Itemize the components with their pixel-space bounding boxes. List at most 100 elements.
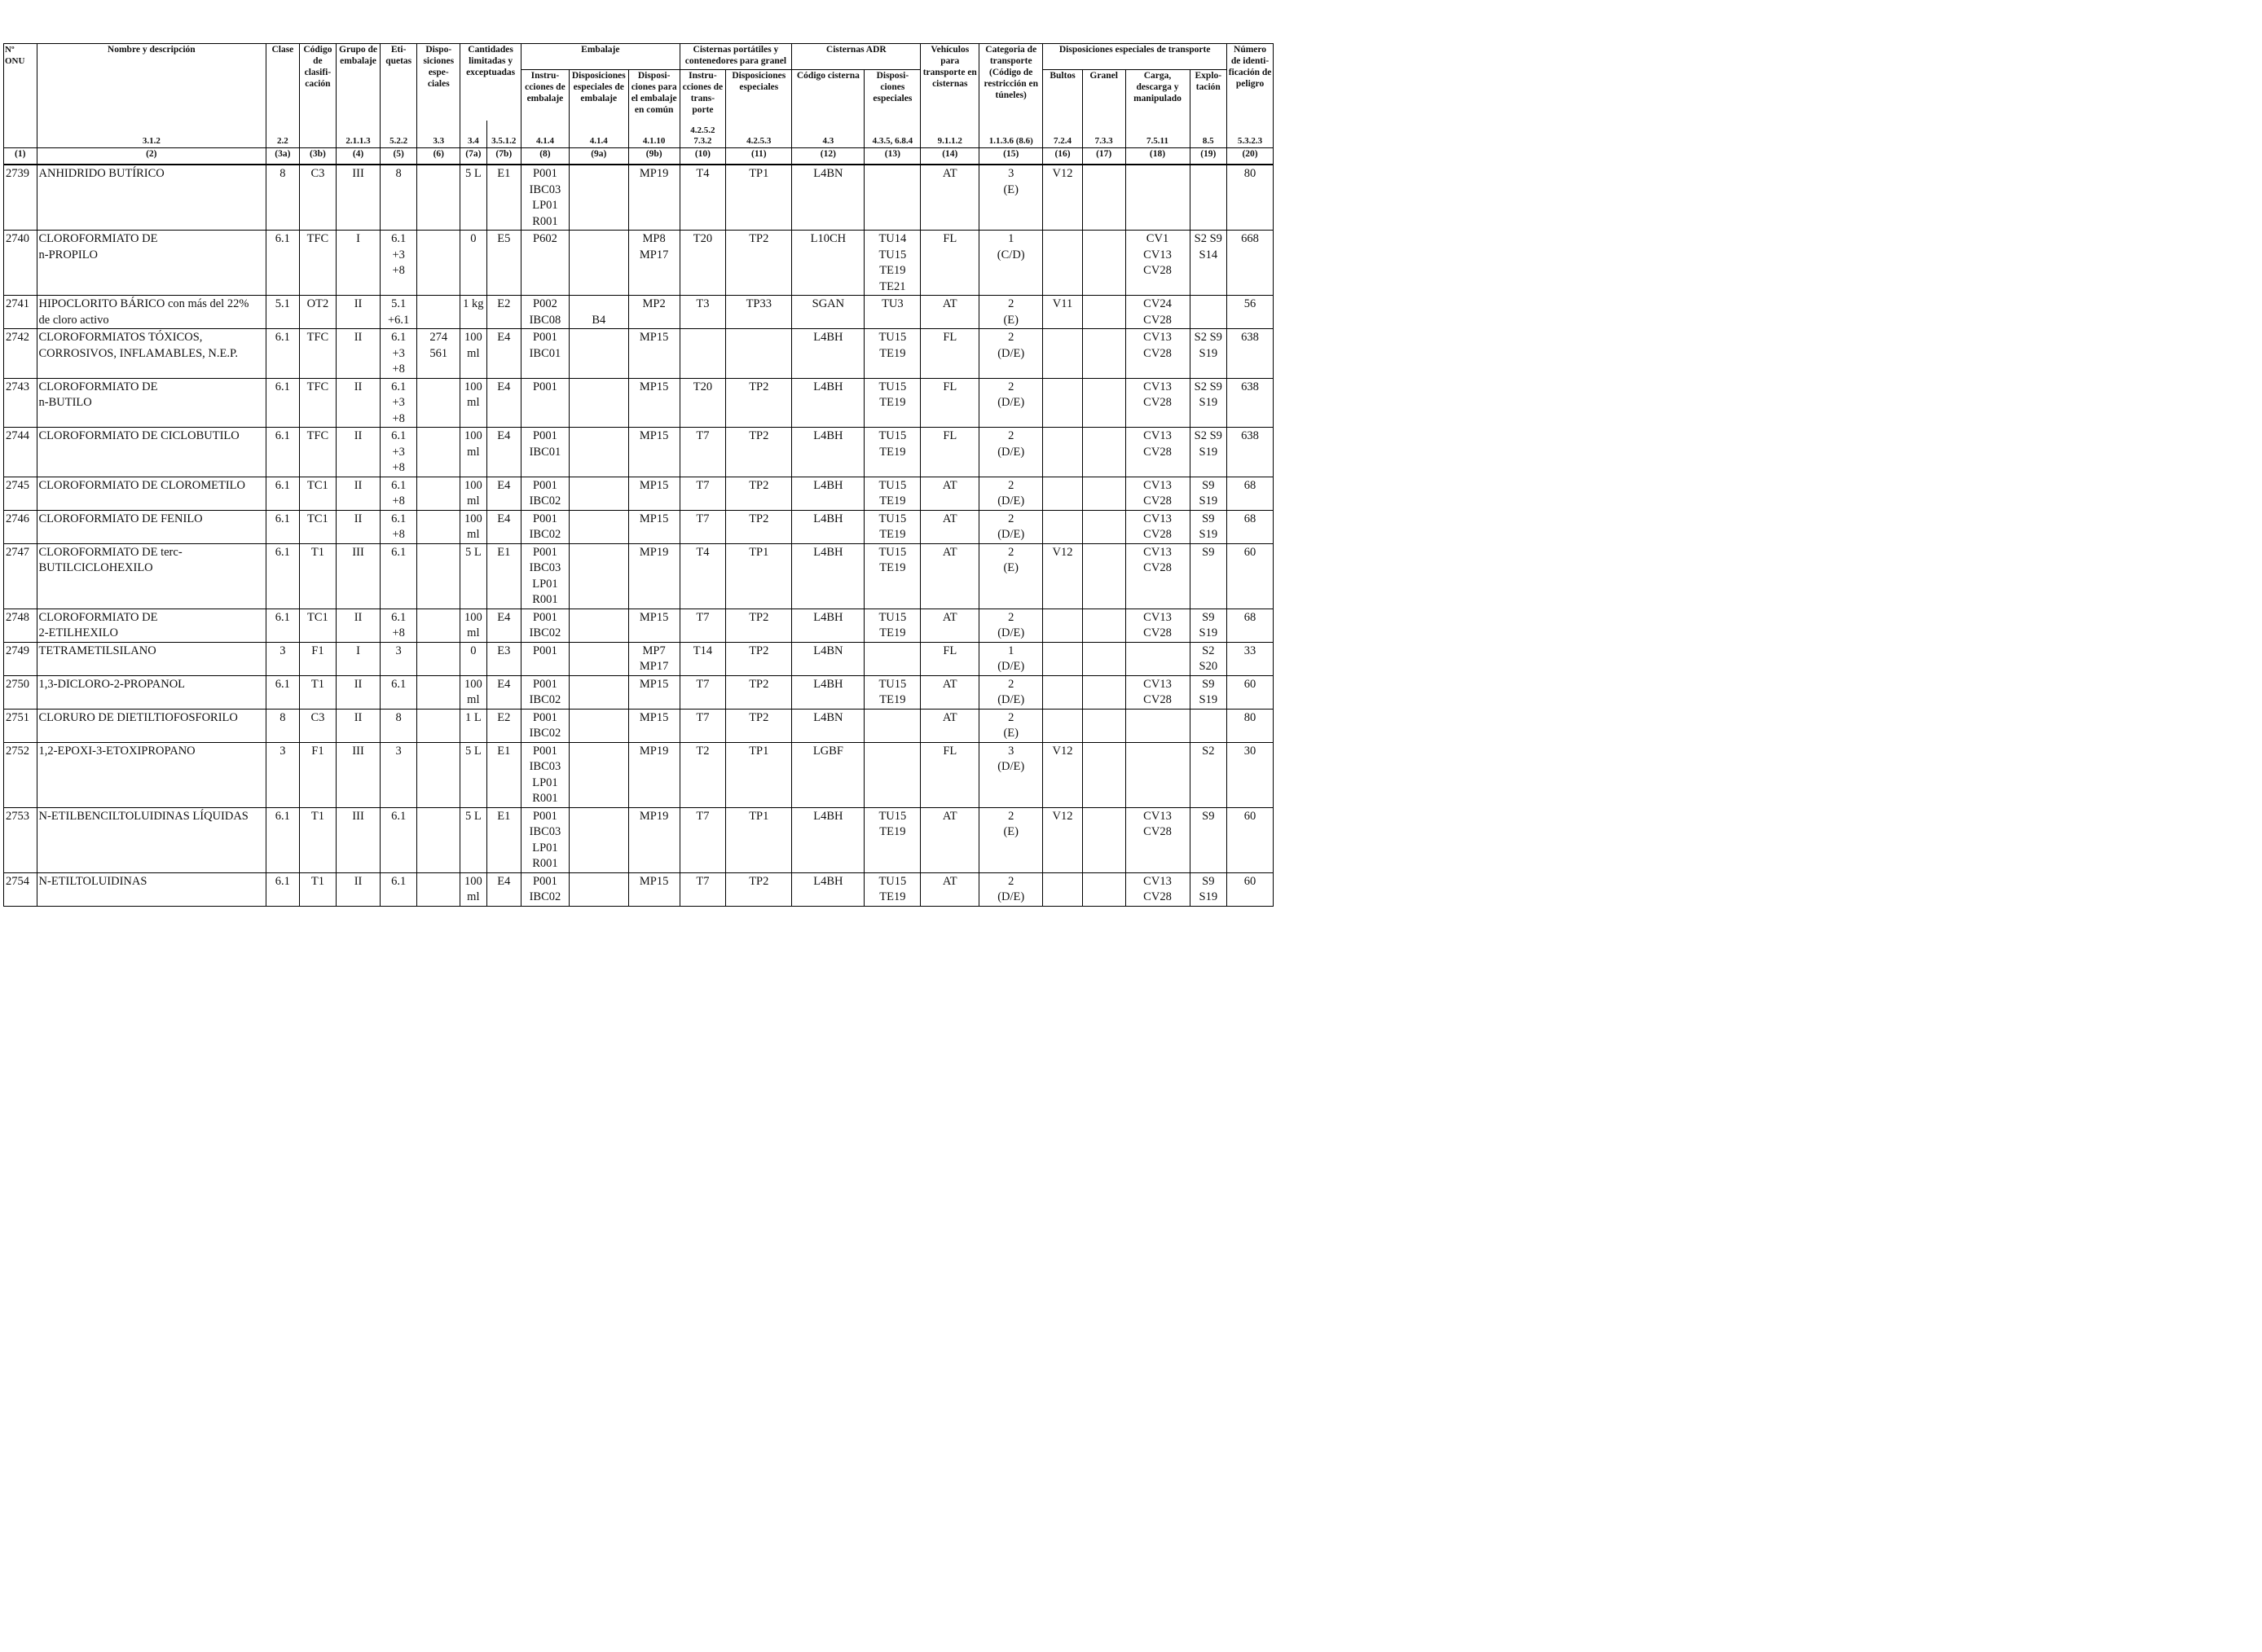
classification-code-cell: TFC <box>298 377 337 428</box>
transport-category-cell: 3 (D/E) <box>979 741 1044 808</box>
table-row: 2747 CLOROFORMIATO DE terc- BUTILCICLOHEX… <box>3 543 1274 609</box>
un-number-cell: 2751 <box>3 708 37 743</box>
mixed-packing-cell: MP8 MP17 <box>627 230 680 296</box>
loading-cell: CV13 CV28 <box>1124 509 1190 544</box>
special-provisions-cell <box>416 509 461 544</box>
un-number-cell: 2748 <box>3 608 37 643</box>
special-provisions-cell <box>416 164 461 231</box>
substance-name-cell: CLOROFORMIATO DE 2-ETILHEXILO <box>36 608 267 643</box>
adr-tank-code-cell: L4BN <box>791 641 865 676</box>
ref-numero: 5.3.2.3 <box>1226 120 1274 148</box>
class-cell: 6.1 <box>266 674 300 710</box>
labels-cell: 5.1 +6.1 <box>379 295 418 329</box>
bulk-cell <box>1081 164 1126 231</box>
limited-quantity-cell: 1 kg <box>460 295 487 329</box>
portable-tank-instructions-cell: T14 <box>679 641 727 676</box>
adr-tank-code-cell: L4BH <box>791 872 865 907</box>
transport-category-cell: 2 (E) <box>979 806 1044 873</box>
header-emb-disp: Disposiciones especiales de embalaje <box>568 69 629 121</box>
column-number: (8) <box>521 147 570 165</box>
table-body: 2739 ANHIDRIDO BUTÍRICO 8 C3 III 8 5 L E1 P001 I… <box>3 164 1274 907</box>
packages-cell: V11 <box>1042 295 1083 329</box>
class-cell: 6.1 <box>266 427 300 477</box>
column-number: (9a) <box>568 147 629 165</box>
adr-tank-code-cell: L4BN <box>791 164 865 231</box>
packing-group-cell: I <box>336 230 381 296</box>
adr-tank-code-cell: L10CH <box>791 230 865 296</box>
packing-group-cell: III <box>336 806 381 873</box>
adr-tank-code-cell: SGAN <box>791 295 865 329</box>
mixed-packing-cell: MP15 <box>627 674 680 710</box>
header-dt-carga: Carga, descarga y manipulado <box>1124 69 1190 121</box>
mixed-packing-cell: MP15 <box>627 427 680 477</box>
adr-tank-provisions-cell: TU3 <box>864 295 922 329</box>
packing-group-cell: II <box>336 509 381 544</box>
classification-code-cell: TFC <box>298 427 337 477</box>
portable-tank-provisions-cell: TP2 <box>725 476 793 511</box>
packing-group-cell: II <box>336 295 381 329</box>
un-number-cell: 2739 <box>3 164 37 231</box>
substance-name-cell: CLOROFORMIATOS TÓXICOS, CORROSIVOS, INFL… <box>36 328 267 379</box>
packing-group-cell: II <box>336 476 381 511</box>
packages-cell <box>1042 476 1083 511</box>
excepted-quantity-cell: E4 <box>486 608 522 643</box>
packages-cell <box>1042 328 1083 379</box>
substance-name-cell: 1,2-EPOXI-3-ETOXIPROPANO <box>36 741 267 808</box>
special-provisions-cell: 274 561 <box>416 328 461 379</box>
mixed-packing-cell: MP19 <box>627 806 680 873</box>
adr-tank-provisions-cell: TU14 TU15 TE19 TE21 <box>864 230 922 296</box>
column-number: (20) <box>1226 147 1274 165</box>
adr-tank-provisions-cell: TU15 TE19 <box>864 328 922 379</box>
excepted-quantity-cell: E4 <box>486 427 522 477</box>
class-cell: 5.1 <box>266 295 300 329</box>
classification-code-cell: TFC <box>298 328 337 379</box>
un-number-cell: 2742 <box>3 328 37 379</box>
ref-clase: 2.2 <box>266 120 300 148</box>
substance-name-cell: CLOROFORMIATO DE CLOROMETILO <box>36 476 267 511</box>
un-number-cell: 2743 <box>3 377 37 428</box>
limited-quantity-cell: 5 L <box>460 741 487 808</box>
bulk-cell <box>1081 608 1126 643</box>
ref-etiquetas: 5.2.2 <box>379 120 418 148</box>
adr-tank-code-cell: L4BH <box>791 427 865 477</box>
operation-cell: S9 S19 <box>1189 674 1228 710</box>
limited-quantity-cell: 100 ml <box>460 674 487 710</box>
table-row: 2749 TETRAMETILSILANO 3 F1 I 3 0 E3 P001 MP7 MP17… <box>3 641 1274 676</box>
excepted-quantity-cell: E1 <box>486 806 522 873</box>
tank-vehicle-cell: AT <box>920 872 980 907</box>
classification-code-cell: OT2 <box>298 295 337 329</box>
adr-tank-code-cell: LGBF <box>791 741 865 808</box>
column-number: (10) <box>679 147 727 165</box>
loading-cell <box>1124 641 1190 676</box>
header-vehiculos: Vehículos para transporte en cisternas <box>920 43 980 121</box>
packing-group-cell: II <box>336 427 381 477</box>
classification-code-cell: TC1 <box>298 509 337 544</box>
column-number-row: (1) (2) (3a) (3b) (4) (5) (6) (7a) (7b) (8) (9a) (9… <box>3 147 1274 165</box>
ref-cant-a: 3.4 <box>460 120 487 148</box>
class-cell: 6.1 <box>266 230 300 296</box>
loading-cell: CV13 CV28 <box>1124 427 1190 477</box>
excepted-quantity-cell: E4 <box>486 377 522 428</box>
header-dt-granel: Granel <box>1081 69 1126 121</box>
loading-cell: CV13 CV28 <box>1124 872 1190 907</box>
excepted-quantity-cell: E1 <box>486 164 522 231</box>
ref-emb-comun: 4.1.10 <box>627 120 680 148</box>
operation-cell <box>1189 295 1228 329</box>
bulk-cell <box>1081 741 1126 808</box>
ref-name: 3.1.2 <box>36 120 267 148</box>
mixed-packing-cell: MP15 <box>627 608 680 643</box>
packing-group-cell: II <box>336 674 381 710</box>
mixed-packing-cell: MP15 <box>627 872 680 907</box>
adr-tank-provisions-cell: TU15 TE19 <box>864 427 922 477</box>
substance-name-cell: CLOROFORMIATO DE terc- BUTILCICLOHEXILO <box>36 543 267 609</box>
table-row: 2748 CLOROFORMIATO DE 2-ETILHEXILO 6.1 TC1 I… <box>3 608 1274 643</box>
tank-vehicle-cell: AT <box>920 543 980 609</box>
limited-quantity-cell: 100 ml <box>460 427 487 477</box>
class-cell: 6.1 <box>266 806 300 873</box>
portable-tank-provisions-cell: TP2 <box>725 427 793 477</box>
tank-vehicle-cell: AT <box>920 806 980 873</box>
header-etiquetas: Eti-quetas <box>379 43 418 121</box>
operation-cell: S2 S9 S14 <box>1189 230 1228 296</box>
portable-tank-instructions-cell: T7 <box>679 608 727 643</box>
adr-tank-provisions-cell <box>864 164 922 231</box>
